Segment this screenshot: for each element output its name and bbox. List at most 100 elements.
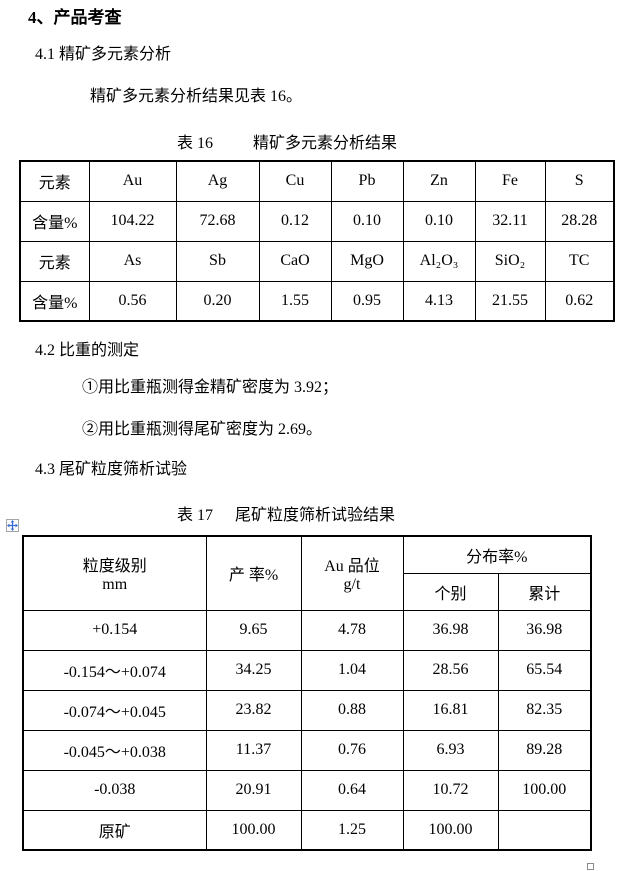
t17-cell: 100.00: [497, 769, 592, 811]
table-header-row: 粒度级别 mm 产 率% Au 品位 g/t 分布率%: [22, 535, 592, 611]
t17-cell: 1.04: [300, 649, 404, 691]
t17-cell: 10.72: [402, 769, 499, 811]
heading-product-inspection: 4、产品考查: [28, 8, 122, 27]
table-row: 元素 Au Ag Cu Pb Zn Fe S: [19, 160, 615, 202]
t16-cell: SiO₂: [474, 240, 546, 282]
t17-header-yield: 产 率%: [205, 535, 302, 611]
t16-cell: 0.95: [330, 280, 404, 322]
t16-cell: S: [544, 160, 615, 202]
t16-cell: 28.28: [544, 200, 615, 242]
t16-cell: TC: [544, 240, 615, 282]
t17-cell: 82.35: [497, 689, 592, 731]
t16-cell: 32.11: [474, 200, 546, 242]
t16-cell: 1.55: [258, 280, 332, 322]
t16-cell: Au: [88, 160, 177, 202]
t17-cell: 28.56: [402, 649, 499, 691]
t17-cell: 原矿: [22, 809, 207, 851]
t16-cell: Ag: [175, 160, 260, 202]
t16-cell: 21.55: [474, 280, 546, 322]
table-17-screen-analysis: 粒度级别 mm 产 率% Au 品位 g/t 分布率% 个别 累计 +0.154…: [22, 535, 592, 851]
t17-cell: 9.65: [205, 609, 302, 651]
t16-cell: 0.20: [175, 280, 260, 322]
t17-cell: 100.00: [402, 809, 499, 851]
section-4-2-title: 4.2 比重的测定: [35, 342, 140, 359]
section-4-1-paragraph: 精矿多元素分析结果见表 16。: [90, 88, 303, 105]
t17-header-cumulative: 累计: [497, 572, 592, 611]
table-row: -0.038 20.91 0.64 10.72 100.00: [22, 769, 592, 811]
t16-cell: 104.22: [88, 200, 177, 242]
t17-cell: 89.28: [497, 729, 592, 771]
t16-cell: As: [88, 240, 177, 282]
t17-cell: 11.37: [205, 729, 302, 771]
t16-cell: Zn: [402, 160, 476, 202]
table-16-multielement-analysis: 元素 Au Ag Cu Pb Zn Fe S 含量% 104.22 72.68 …: [19, 160, 615, 322]
table-row: 含量% 0.56 0.20 1.55 0.95 4.13 21.55 0.62: [19, 280, 615, 322]
section-4-1-title: 4.1 精矿多元素分析: [35, 46, 172, 63]
table-row: -0.074～+0.045 23.82 0.88 16.81 82.35: [22, 689, 592, 731]
t17-cell: 6.93: [402, 729, 499, 771]
t17-header-distribution: 分布率%: [402, 535, 592, 574]
t16-cell: 4.13: [402, 280, 476, 322]
t17-header-au-unit: g/t: [343, 576, 361, 594]
move-arrows-icon: [7, 520, 18, 531]
table-row: 含量% 104.22 72.68 0.12 0.10 0.10 32.11 28…: [19, 200, 615, 242]
t17-header-individual: 个别: [402, 572, 499, 611]
table17-caption-title: 尾矿粒度筛析试验结果: [235, 507, 396, 524]
t17-cell: -0.045～+0.038: [22, 729, 207, 771]
t17-header-au-label: Au 品位: [324, 558, 380, 576]
t16-cell: Fe: [474, 160, 546, 202]
table-row: 原矿 100.00 1.25 100.00: [22, 809, 592, 851]
t16-cell: Al₂O₃: [402, 240, 476, 282]
t16-row-header: 元素: [19, 160, 90, 202]
t17-cell: -0.074～+0.045: [22, 689, 207, 731]
t17-cell: 36.98: [402, 609, 499, 651]
t16-cell: Pb: [330, 160, 404, 202]
section-4-2-item1: ①用比重瓶测得金精矿密度为 3.92；: [82, 379, 339, 396]
t16-cell: 0.56: [88, 280, 177, 322]
table-row: 元素 As Sb CaO MgO Al₂O₃ SiO₂ TC: [19, 240, 615, 282]
t16-cell: 0.10: [402, 200, 476, 242]
table-move-handle[interactable]: [6, 519, 19, 532]
t16-cell: CaO: [258, 240, 332, 282]
t17-cell: +0.154: [22, 609, 207, 651]
t16-cell: Sb: [175, 240, 260, 282]
t17-cell: 23.82: [205, 689, 302, 731]
table-resize-handle[interactable]: [587, 863, 594, 870]
t16-row-header: 元素: [19, 240, 90, 282]
table16-caption-number: 表 16: [177, 135, 214, 152]
table16-caption-title: 精矿多元素分析结果: [253, 135, 398, 152]
t16-cell: 72.68: [175, 200, 260, 242]
t16-cell: 0.62: [544, 280, 615, 322]
t16-cell: MgO: [330, 240, 404, 282]
t17-cell: 1.25: [300, 809, 404, 851]
table16-caption: 表 16 精矿多元素分析结果: [177, 129, 397, 153]
t17-cell: 34.25: [205, 649, 302, 691]
section-4-3-title: 4.3 尾矿粒度筛析试验: [35, 461, 188, 478]
t17-cell: -0.038: [22, 769, 207, 811]
t17-header-size-class: 粒度级别 mm: [22, 535, 207, 611]
table-row: -0.154～+0.074 34.25 1.04 28.56 65.54: [22, 649, 592, 691]
t17-cell: [497, 809, 592, 851]
t17-header-size-label: 粒度级别: [82, 558, 147, 576]
t16-cell: 0.12: [258, 200, 332, 242]
table-header-row: 个别 累计: [23, 572, 592, 611]
t17-cell: 36.98: [497, 609, 592, 651]
table17-caption-number: 表 17: [177, 507, 214, 524]
t17-header-size-unit: mm: [102, 576, 128, 594]
t17-cell: 4.78: [300, 609, 404, 651]
t17-cell: 20.91: [205, 769, 302, 811]
t16-row-header: 含量%: [19, 280, 90, 322]
t17-cell: 65.54: [497, 649, 592, 691]
t16-cell: 0.10: [330, 200, 404, 242]
t17-cell: -0.154～+0.074: [22, 649, 207, 691]
table17-caption: 表 17 尾矿粒度筛析试验结果: [177, 501, 395, 525]
t17-cell: 100.00: [205, 809, 302, 851]
table-row: +0.154 9.65 4.78 36.98 36.98: [22, 609, 592, 651]
section-4-2-item2: ②用比重瓶测得尾矿密度为 2.69。: [82, 421, 323, 438]
t16-row-header: 含量%: [19, 200, 90, 242]
t17-cell: 0.88: [300, 689, 404, 731]
t17-cell: 16.81: [402, 689, 499, 731]
table-row: -0.045～+0.038 11.37 0.76 6.93 89.28: [22, 729, 592, 771]
t17-header-au-grade: Au 品位 g/t: [300, 535, 404, 611]
